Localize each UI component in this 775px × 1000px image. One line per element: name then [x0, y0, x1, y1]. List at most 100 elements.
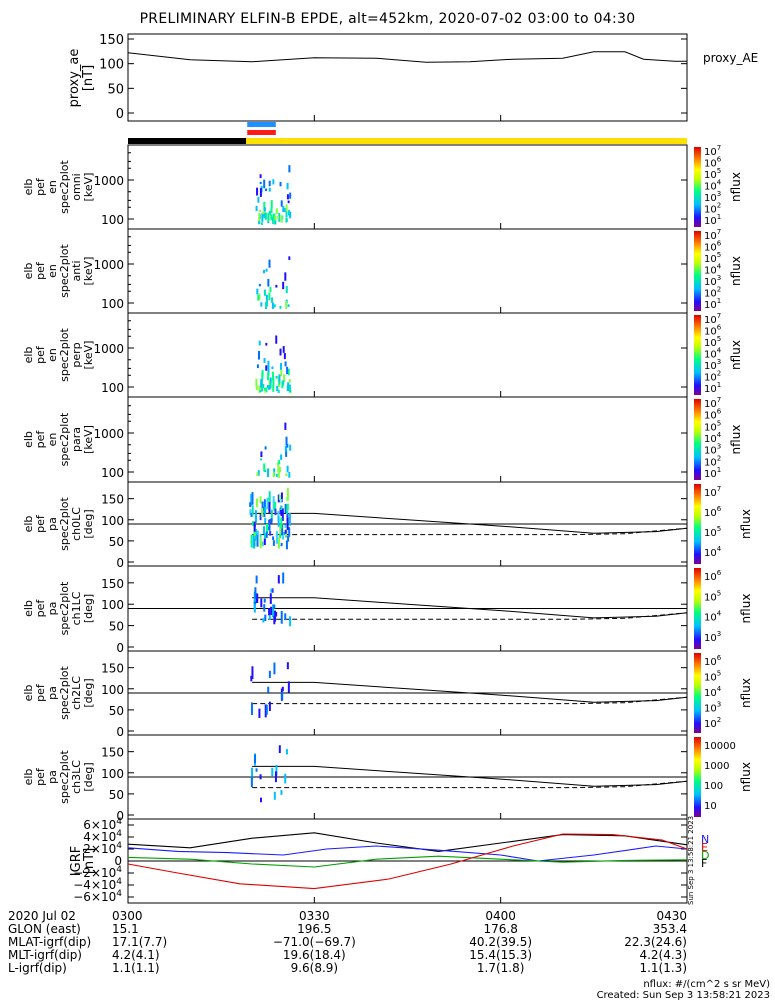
pitch-cell — [284, 503, 287, 514]
footer-value: 176.8 — [483, 922, 517, 936]
y-axis-label: [keV] — [82, 257, 95, 286]
pitch-cell — [255, 498, 258, 508]
footer-value: 1.7(1.8) — [477, 961, 525, 975]
spectrogram-cell — [255, 206, 258, 212]
y-axis-label: [deg] — [82, 509, 95, 538]
spectrogram-cell — [265, 268, 268, 272]
spectrogram-cell — [263, 289, 266, 296]
y-axis-label: spec2plot — [58, 412, 71, 466]
pitch-cell — [254, 510, 257, 523]
pitch-cell — [281, 508, 284, 521]
spectrogram-cell — [258, 350, 261, 360]
spectrogram-cell — [259, 209, 262, 212]
y-axis-label: en — [46, 348, 59, 362]
spectrogram-cell — [278, 459, 281, 465]
pitch-cell — [277, 516, 280, 527]
spectrogram-cell — [285, 301, 288, 309]
spectrogram-para — [256, 422, 292, 478]
pitch-spectrogram-ch1LC — [253, 572, 292, 627]
spectrogram-cell — [272, 384, 275, 392]
spectrogram-cell — [278, 383, 281, 388]
colorbar-tick-label: 103 — [704, 274, 721, 288]
spectrogram-cell — [278, 374, 281, 382]
colorbar-tick-label: 107 — [704, 144, 721, 158]
orbit-bar-yellow — [246, 138, 687, 144]
y-axis-label: proxy_ae — [67, 49, 82, 108]
y-tick-label: −6×104 — [73, 889, 122, 904]
pitch-cell — [282, 572, 285, 584]
y-tick-label: 1000 — [93, 174, 124, 188]
spectrogram-cell — [261, 369, 264, 377]
y-tick-label: 6×104 — [83, 817, 122, 832]
spectrogram-cell — [278, 466, 281, 473]
spectrogram-cell — [279, 348, 282, 356]
spectrogram-cell — [286, 366, 289, 375]
spectrogram-cell — [267, 367, 270, 376]
figure-title: PRELIMINARY ELFIN-B EPDE, alt=452km, 202… — [139, 11, 636, 27]
y-tick-label: −2×104 — [73, 865, 122, 880]
igrf-legend-f: F — [701, 857, 707, 870]
spectrogram-cell — [282, 380, 285, 386]
pitch-cell — [275, 612, 278, 617]
footer-value: −71.0(−69.7) — [273, 935, 356, 949]
colorbar-tick-label: 106 — [704, 569, 722, 583]
spectrogram-cell — [284, 361, 287, 367]
pitch-cell — [271, 588, 274, 593]
y-axis-label: [nT] — [82, 848, 97, 874]
created-timestamp: Created: Sun Sep 3 13:58:21 2023 — [597, 990, 770, 1000]
colorbar-tick-label: 102 — [704, 716, 721, 730]
y-axis-label: anti — [70, 260, 83, 281]
pitch-cell — [286, 503, 289, 511]
spectrogram-cell — [262, 383, 265, 389]
panel-frame-anti — [127, 228, 688, 314]
spectrogram-cell — [272, 371, 275, 381]
pitch-cell — [265, 531, 268, 538]
anti-loss-cone-line — [252, 780, 688, 789]
y-axis-label: ch0LC — [70, 507, 83, 541]
footer-row-label: MLAT-igrf(dip) — [8, 935, 91, 949]
igrf-line-f — [127, 832, 688, 852]
y-axis-label: pef — [34, 599, 47, 618]
spectrogram-cell — [268, 379, 271, 388]
y-tick-label: 0 — [116, 641, 124, 655]
pitch-cell — [284, 524, 287, 528]
pitch-cell — [287, 681, 290, 693]
colorbar-tick-label: 104 — [704, 685, 722, 699]
colorbar-omni — [694, 147, 701, 227]
pitch-cell — [268, 615, 271, 620]
pitch-cell — [279, 525, 282, 537]
spectrogram-cell — [279, 363, 282, 371]
spectrogram-cell — [275, 473, 278, 477]
colorbar-tick-label: 102 — [704, 286, 721, 300]
spectrogram-cell — [280, 454, 283, 460]
colorbar-ch3LC — [694, 737, 701, 817]
y-tick-label: 1000 — [93, 427, 124, 441]
y-axis-label: spec2plot — [58, 750, 71, 804]
spectrogram-cell — [277, 216, 280, 219]
spectrogram-cell — [267, 371, 270, 380]
footer-row-label: 2020 Jul 02 — [8, 909, 76, 923]
colorbar-tick-label: 100 — [704, 781, 723, 792]
spectrogram-cell — [267, 213, 270, 222]
colorbar-tick-label: 103 — [704, 443, 721, 457]
spectrogram-cell — [269, 377, 272, 383]
spectrogram-cell — [273, 304, 276, 308]
spectrogram-cell — [265, 294, 268, 301]
y-axis-label: pa — [46, 517, 59, 531]
spectrogram-cell — [261, 387, 264, 392]
colorbar-tick-label: 102 — [704, 454, 721, 468]
pitch-cell — [251, 767, 254, 779]
pitch-cell — [289, 616, 292, 627]
y-axis-label: pa — [46, 602, 59, 616]
spectrogram-anti — [256, 256, 291, 309]
pitch-cell — [261, 507, 264, 517]
y-axis-label: spec2plot — [58, 666, 71, 720]
footer-value: 40.2(39.5) — [469, 935, 532, 949]
igrf-legend-d: D — [701, 849, 709, 862]
spectrogram-cell — [277, 465, 280, 473]
pitch-cell — [279, 533, 282, 539]
pitch-cell — [270, 518, 273, 524]
colorbar-ch0LC — [694, 484, 701, 564]
spectrogram-cell — [270, 200, 273, 209]
spectrogram-cell — [262, 211, 265, 215]
